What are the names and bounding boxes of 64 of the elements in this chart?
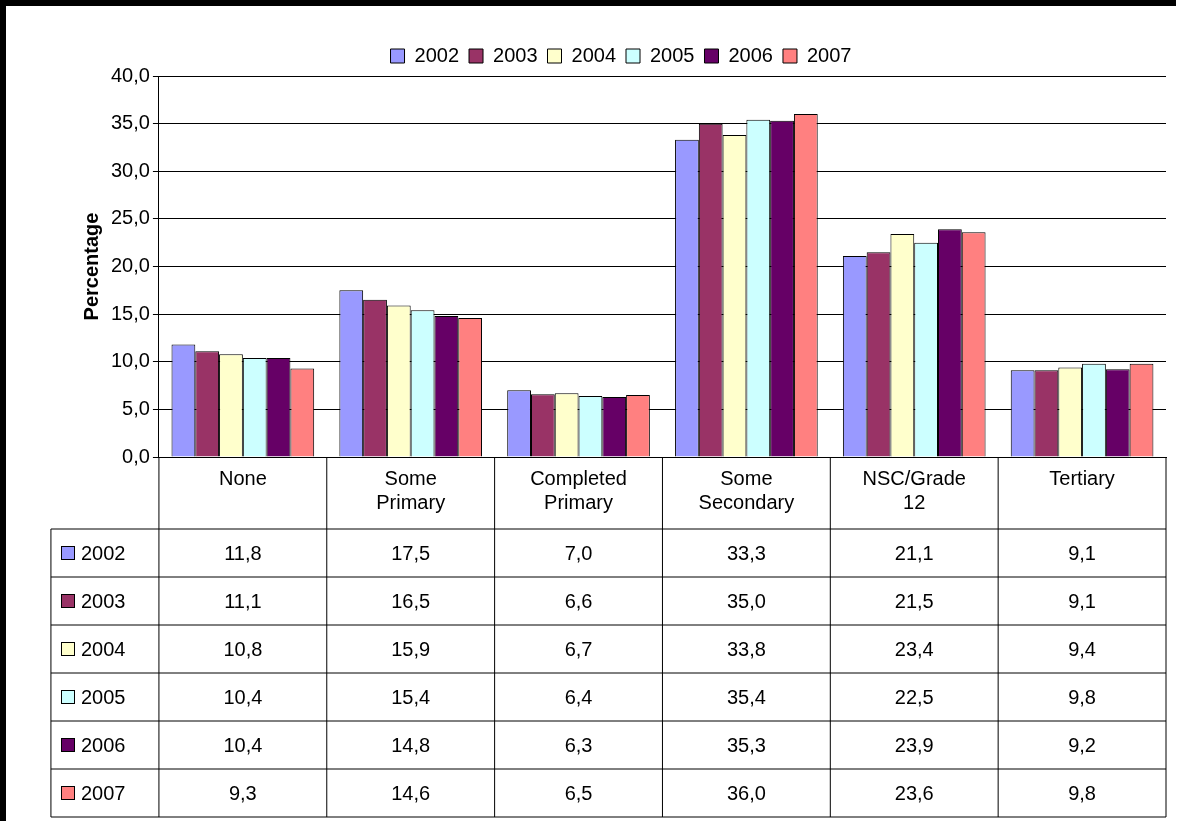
y-tick-label: 40,0	[110, 63, 150, 86]
data-label: 35,3	[726, 733, 766, 756]
data-label: 21,5	[894, 589, 934, 612]
data-label: 9,4	[1068, 637, 1096, 660]
data-label: 14,8	[391, 733, 431, 756]
data-label: 7,0	[564, 541, 593, 564]
data-label: 9,1	[1068, 589, 1096, 612]
legend-label: 2006	[728, 43, 773, 66]
data-label: 6,5	[564, 781, 593, 804]
data-label: 10,4	[223, 685, 263, 708]
y-tick-label: 5,0	[122, 396, 150, 419]
data-label: 35,0	[726, 589, 766, 612]
x-tick-label: NSC/Grade 12	[862, 466, 966, 513]
data-label: 33,3	[726, 541, 766, 564]
data-label: 21,1	[894, 541, 934, 564]
data-label: 15,4	[391, 685, 431, 708]
data-label: 17,5	[391, 541, 431, 564]
text: 2004	[80, 637, 126, 660]
legend-label: 2005	[650, 43, 695, 66]
text: 2005	[80, 685, 126, 708]
data-label: 36,0	[726, 781, 766, 804]
y-tick-label: 20,0	[110, 254, 150, 277]
x-tick-label: Some Secondary	[698, 466, 795, 513]
data-label: 10,8	[223, 637, 263, 660]
data-label: 6,6	[564, 589, 593, 612]
text: 2006	[80, 733, 126, 756]
y-axis-title: Percentage	[79, 212, 102, 321]
data-label: 9,8	[1068, 781, 1096, 804]
legend-label: 2007	[806, 43, 852, 66]
y-tick-label: 10,0	[110, 349, 150, 372]
data-label: 23,4	[894, 637, 934, 660]
x-tick-label: Tertiary	[1049, 466, 1115, 489]
data-label: 6,7	[564, 637, 593, 660]
data-label: 9,2	[1068, 733, 1096, 756]
data-label: 33,8	[726, 637, 766, 660]
data-label: 16,5	[391, 589, 431, 612]
legend-label: 2002	[414, 43, 460, 66]
data-label: 9,8	[1068, 685, 1096, 708]
data-label: 35,4	[726, 685, 766, 708]
data-label: 10,4	[223, 733, 263, 756]
y-tick-label: 35,0	[110, 111, 150, 134]
data-label: 15,9	[391, 637, 431, 660]
legend-label: 2004	[571, 43, 617, 66]
data-label: 23,9	[894, 733, 934, 756]
x-tick-label: None	[218, 466, 267, 489]
data-label: 6,3	[564, 733, 593, 756]
x-tick-label: Completed Primary	[530, 466, 627, 513]
data-label: 11,8	[224, 541, 262, 564]
text: 2003	[80, 589, 126, 612]
data-label: 23,6	[894, 781, 934, 804]
data-label: 9,3	[228, 781, 257, 804]
y-tick-label: 0,0	[122, 444, 150, 467]
y-tick-label: 30,0	[110, 158, 150, 181]
y-tick-label: 15,0	[110, 301, 150, 324]
y-tick-label: 25,0	[110, 206, 150, 229]
x-tick-label: Some Primary	[376, 466, 446, 513]
data-label: 22,5	[894, 685, 934, 708]
data-label: 9,1	[1068, 541, 1096, 564]
text: 2002	[80, 541, 126, 564]
data-label: 11,1	[224, 589, 262, 612]
data-label: 14,6	[391, 781, 431, 804]
data-label: 6,4	[564, 685, 593, 708]
text: 2007	[80, 781, 126, 804]
legend-label: 2003	[493, 43, 538, 66]
